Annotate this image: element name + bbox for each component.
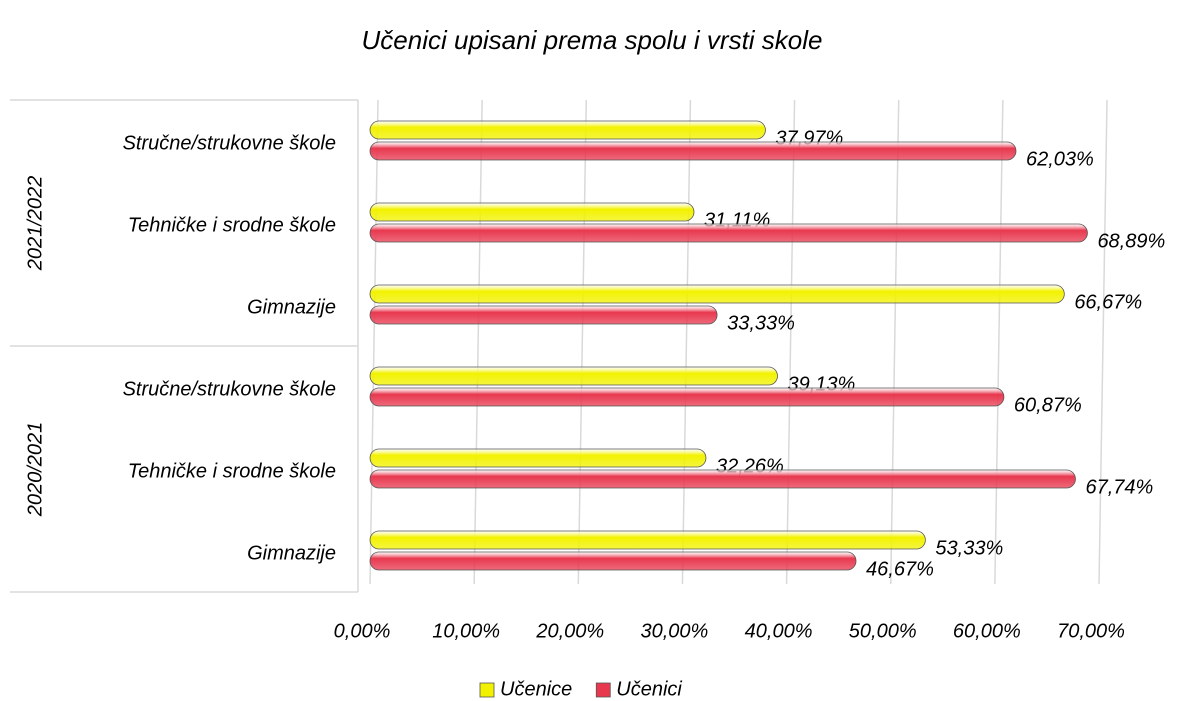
y-tick-label: Tehničke i srodne škole [128,214,336,236]
x-tick-label: 0,00% [334,620,391,642]
x-tick-label: 10,00% [432,620,500,642]
grid-line [577,99,588,585]
legend-label: Učenice [500,678,572,700]
data-label: 62,03% [1026,148,1094,170]
data-label: 66,67% [1074,291,1142,313]
bar [369,223,1088,243]
bar [369,305,718,325]
y-tick-label: Stručne/strukovne škole [123,378,336,400]
x-tick-label: 70,00% [1057,620,1125,642]
grid-line [473,99,483,585]
legend-label: Učenici [616,678,682,700]
x-tick-label: 50,00% [849,620,917,642]
x-tick-label: 30,00% [641,620,709,642]
data-label: 68,89% [1097,230,1165,252]
y-tick-label: Gimnazije [247,542,336,564]
grid-line [369,99,379,585]
data-label: 46,67% [866,558,934,580]
bar [369,141,1017,161]
bar [369,366,778,386]
x-tick-label: 40,00% [745,620,813,642]
bar [369,120,766,140]
grid-line [994,99,1004,585]
y-tick-label: Gimnazije [247,296,336,318]
bar [369,284,1065,304]
group-label: 2021/2022 [24,176,46,272]
data-label: 67,74% [1085,476,1153,498]
grid-line [889,99,900,585]
bar [369,448,707,468]
data-label: 33,33% [727,312,795,334]
bar [369,202,695,222]
grid-line [785,99,796,585]
legend-swatch [595,682,611,698]
bar [369,530,926,550]
y-tick-label: Stručne/strukovne škole [123,132,336,154]
grid-line [1098,99,1108,585]
chart-title: Učenici upisani prema spolu i vrsti skol… [362,25,823,55]
data-label: 53,33% [935,537,1003,559]
bar [369,387,1005,407]
bar [369,469,1076,489]
y-tick-label: Tehničke i srodne škole [128,460,336,482]
legend-swatch [479,682,495,698]
bar [369,551,857,571]
data-label: 60,87% [1014,394,1082,416]
x-tick-label: 60,00% [953,620,1021,642]
grid-line [681,99,692,585]
group-label: 2020/2021 [24,422,46,518]
x-tick-label: 20,00% [535,620,604,642]
